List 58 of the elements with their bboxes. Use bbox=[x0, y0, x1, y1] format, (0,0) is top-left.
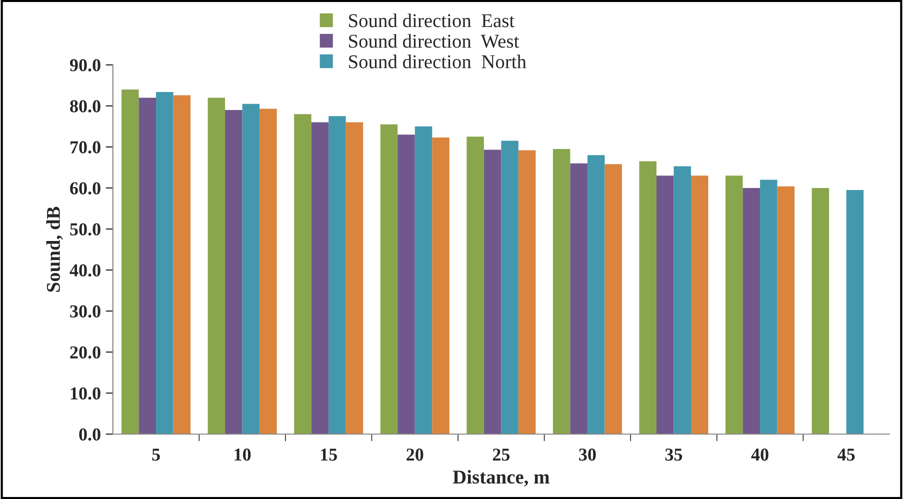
bar bbox=[777, 186, 795, 434]
x-tick-label: 40 bbox=[751, 448, 768, 461]
bar bbox=[639, 161, 656, 434]
legend-label: Sound direction North bbox=[349, 54, 526, 68]
bar bbox=[260, 108, 277, 434]
bar bbox=[518, 150, 536, 434]
x-tick-label: 15 bbox=[321, 448, 337, 461]
legend-label: Sound direction West bbox=[349, 34, 520, 48]
bar bbox=[812, 188, 830, 434]
y-tick-label: 40.0 bbox=[70, 264, 100, 277]
x-axis-title: Distance, m bbox=[452, 470, 550, 486]
x-tick-label: 10 bbox=[234, 448, 251, 461]
y-tick-label: 50.0 bbox=[70, 223, 100, 236]
x-tick-label: 35 bbox=[665, 448, 682, 461]
bar bbox=[225, 110, 242, 434]
bar bbox=[846, 190, 864, 434]
bar bbox=[552, 148, 570, 434]
bar bbox=[380, 124, 398, 434]
y-tick-label: 90.0 bbox=[70, 59, 100, 72]
bar bbox=[156, 92, 174, 434]
y-tick-label: 0.0 bbox=[79, 428, 100, 441]
bar bbox=[656, 176, 674, 434]
bar bbox=[208, 98, 226, 434]
bar bbox=[328, 116, 346, 434]
bar bbox=[501, 140, 518, 434]
y-tick-label: 20.0 bbox=[70, 346, 100, 359]
bar bbox=[398, 134, 415, 434]
x-tick-label: 25 bbox=[492, 448, 510, 461]
y-tick-label: 10.0 bbox=[70, 387, 100, 400]
bar bbox=[690, 176, 708, 434]
y-tick-label: 80.0 bbox=[70, 100, 100, 112]
bar bbox=[726, 176, 743, 434]
x-tick-label: 5 bbox=[152, 448, 160, 461]
bar bbox=[138, 98, 156, 434]
x-tick-label: 20 bbox=[406, 448, 424, 461]
bar bbox=[311, 122, 329, 434]
bar bbox=[674, 166, 691, 434]
bar bbox=[466, 136, 484, 434]
bar bbox=[122, 89, 139, 434]
bar bbox=[414, 126, 432, 434]
y-axis-title: Sound, dB bbox=[46, 206, 63, 292]
legend-label: Sound direction East bbox=[349, 14, 514, 28]
bar bbox=[173, 95, 191, 434]
bar bbox=[242, 104, 260, 434]
bar bbox=[760, 180, 778, 434]
bar bbox=[587, 155, 605, 434]
bar bbox=[604, 164, 622, 434]
y-tick-label: 60.0 bbox=[70, 182, 100, 194]
bar bbox=[346, 122, 364, 434]
bar bbox=[742, 188, 760, 434]
x-tick-label: 45 bbox=[838, 448, 855, 461]
bar bbox=[432, 137, 450, 434]
y-tick-label: 30.0 bbox=[70, 305, 100, 318]
bar bbox=[570, 163, 588, 434]
y-tick-label: 70.0 bbox=[70, 141, 100, 154]
bar bbox=[294, 114, 312, 434]
bar bbox=[484, 150, 502, 434]
x-tick-label: 30 bbox=[579, 448, 596, 461]
